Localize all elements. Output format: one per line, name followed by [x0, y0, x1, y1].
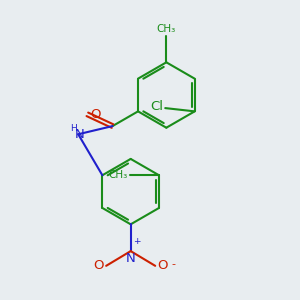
Text: +: +: [134, 237, 141, 246]
Text: Cl: Cl: [150, 100, 163, 113]
Text: N: N: [126, 252, 136, 265]
Text: H: H: [70, 124, 77, 133]
Text: -: -: [172, 259, 176, 269]
Text: CH₃: CH₃: [109, 170, 128, 180]
Text: O: O: [90, 108, 101, 121]
Text: N: N: [74, 128, 84, 141]
Text: O: O: [158, 259, 168, 272]
Text: CH₃: CH₃: [157, 24, 176, 34]
Text: O: O: [93, 259, 104, 272]
